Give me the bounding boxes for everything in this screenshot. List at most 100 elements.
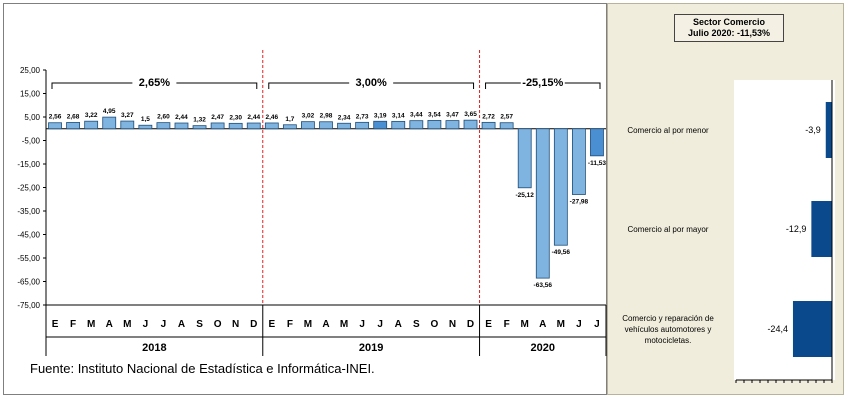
data-label: 3,27 xyxy=(121,112,134,119)
month-label: O xyxy=(430,319,438,330)
sector-title-line-2: Julio 2020: -11,53% xyxy=(687,28,771,38)
data-bar xyxy=(84,120,99,130)
month-label: M xyxy=(521,319,529,330)
year-average-label: 3,00% xyxy=(356,77,387,89)
sector-category-label: Comercio al por menor xyxy=(627,126,709,135)
y-tick-label: -25,00 xyxy=(17,184,40,193)
month-label: E xyxy=(268,319,275,330)
data-label: 2,44 xyxy=(175,114,188,121)
data-label: 3,22 xyxy=(85,112,98,119)
month-label: J xyxy=(359,319,365,330)
data-bar xyxy=(337,122,351,130)
data-label: 2,46 xyxy=(265,114,278,121)
month-label: J xyxy=(594,319,600,330)
year-average-label: 2,65% xyxy=(139,77,170,89)
y-tick-label: -75,00 xyxy=(17,301,40,310)
data-bar xyxy=(572,128,586,195)
year-label: 2018 xyxy=(142,342,166,354)
data-bar xyxy=(210,122,225,130)
data-label: 3,44 xyxy=(410,112,423,119)
data-label: 1,7 xyxy=(285,116,294,123)
month-label: J xyxy=(143,319,149,330)
data-bar xyxy=(48,122,62,130)
data-bar xyxy=(553,128,568,246)
data-label: 3,14 xyxy=(392,112,405,119)
data-bar xyxy=(264,122,279,130)
sector-category-label: Comercio y reparación de xyxy=(622,314,714,323)
y-tick-label: -65,00 xyxy=(17,278,40,287)
month-label: M xyxy=(557,319,565,330)
year-annotation-bg xyxy=(349,73,394,89)
data-bar xyxy=(535,128,550,279)
month-label: D xyxy=(250,319,257,330)
sector-bar xyxy=(792,301,832,357)
month-label: J xyxy=(161,319,167,330)
data-bar xyxy=(391,120,406,130)
data-label: 2,56 xyxy=(49,114,62,121)
year-average-label: -25,15% xyxy=(522,77,563,89)
month-label: M xyxy=(87,319,95,330)
y-tick-label: 5,00 xyxy=(24,113,40,122)
month-label: F xyxy=(70,319,76,330)
data-bar xyxy=(301,121,315,130)
data-label: -25,12 xyxy=(515,192,534,199)
sector-bar-chart: -3,9 Comercio al por menor -12,9 Comercio a… xyxy=(622,80,835,383)
data-bar xyxy=(463,119,478,130)
data-label: 2,30 xyxy=(229,114,242,121)
data-label: 1,32 xyxy=(193,117,206,124)
data-label: 1,5 xyxy=(141,116,150,123)
data-bar xyxy=(590,128,604,157)
month-label: E xyxy=(485,319,492,330)
data-bar xyxy=(517,128,532,189)
month-label: J xyxy=(576,319,582,330)
data-label: -11,53 xyxy=(588,160,606,167)
data-bar xyxy=(246,122,261,130)
year-label: 2020 xyxy=(531,342,555,354)
month-label: S xyxy=(413,319,420,330)
data-label: -63,56 xyxy=(534,282,553,289)
y-tick-label: -55,00 xyxy=(17,254,40,263)
data-label: 3,54 xyxy=(428,111,441,118)
month-label: F xyxy=(287,319,293,330)
year-label: 2019 xyxy=(359,342,383,354)
y-tick-label: -35,00 xyxy=(17,207,40,216)
sector-category-label: Comercio al por mayor xyxy=(628,225,709,234)
data-label: 3,65 xyxy=(464,111,477,118)
year-annotation-bg xyxy=(132,73,177,89)
data-bar xyxy=(192,125,207,130)
month-label: A xyxy=(539,319,546,330)
source-note: Fuente: Instituto Nacional de Estadístic… xyxy=(30,361,375,376)
data-label: 2,44 xyxy=(247,114,260,121)
month-label: N xyxy=(232,319,239,330)
month-label: A xyxy=(395,319,402,330)
data-label: -27,98 xyxy=(570,199,589,206)
month-label: S xyxy=(196,319,203,330)
month-label: N xyxy=(449,319,456,330)
sector-title-box: Sector Comercio Julio 2020: -11,53% xyxy=(674,14,784,42)
sector-bar xyxy=(811,201,832,257)
data-label: 2,34 xyxy=(338,114,351,121)
data-label: 3,47 xyxy=(446,112,459,119)
data-bar xyxy=(373,120,388,130)
sector-value-label: -3,9 xyxy=(805,125,821,135)
y-tick-label: -45,00 xyxy=(17,231,40,240)
data-bar xyxy=(174,122,189,130)
data-bar xyxy=(102,116,117,130)
sector-panel: -3,9 Comercio al por menor -12,9 Comercio a… xyxy=(607,3,844,395)
month-label: D xyxy=(467,319,474,330)
data-label: 2,68 xyxy=(67,113,80,120)
sector-bar xyxy=(825,102,832,158)
data-bar xyxy=(319,121,333,130)
data-bar xyxy=(409,120,424,130)
data-label: 2,98 xyxy=(320,113,333,120)
data-label: -49,56 xyxy=(552,249,571,256)
y-tick-label: -15,00 xyxy=(17,160,40,169)
data-label: 2,60 xyxy=(157,114,170,121)
data-bar xyxy=(156,122,171,130)
data-label: 2,72 xyxy=(482,113,495,120)
data-label: 3,02 xyxy=(302,113,315,120)
chart-frame xyxy=(3,3,607,395)
data-bar xyxy=(427,120,442,130)
sector-category-label: motocicletas. xyxy=(645,336,692,345)
